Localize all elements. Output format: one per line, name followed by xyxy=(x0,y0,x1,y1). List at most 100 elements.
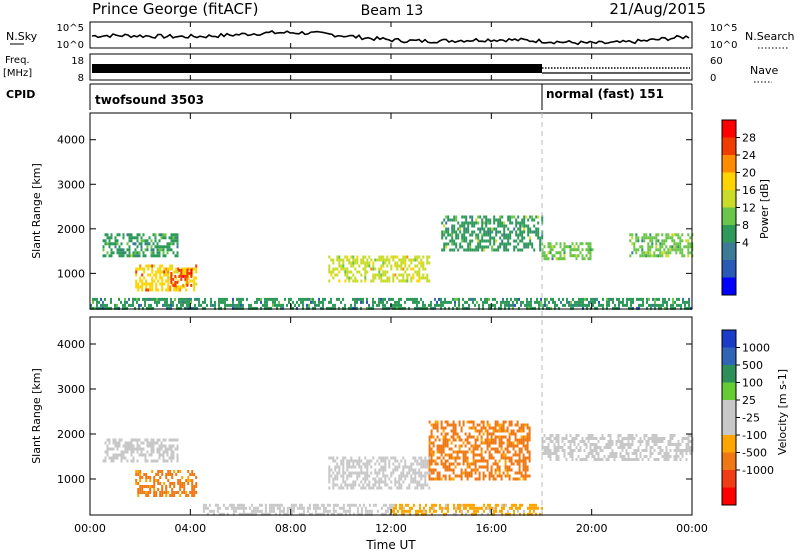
echo-cell xyxy=(631,242,634,246)
echo-cell xyxy=(408,468,411,472)
echo-cell xyxy=(485,239,488,243)
echo-cell xyxy=(135,273,138,277)
echo-cell xyxy=(398,258,401,262)
echo-cell xyxy=(482,474,485,478)
echo-cell xyxy=(366,270,369,274)
echo-cell xyxy=(110,306,112,310)
echo-cell xyxy=(584,303,586,307)
echo-cell xyxy=(445,506,447,510)
echo-cell xyxy=(116,441,119,445)
echo-cell xyxy=(593,446,596,449)
echo-cell xyxy=(106,447,109,451)
echo-cell xyxy=(444,420,447,424)
echo-cell xyxy=(526,441,529,445)
echo-cell xyxy=(622,300,624,304)
echo-cell xyxy=(404,270,407,274)
echo-cell xyxy=(578,300,580,304)
echo-cell xyxy=(475,218,478,222)
echo-cell xyxy=(108,441,111,445)
echo-cell xyxy=(210,300,212,304)
echo-cell xyxy=(352,255,355,259)
echo-cell xyxy=(336,483,339,487)
echo-cell xyxy=(312,306,314,310)
echo-cell xyxy=(426,459,429,463)
echo-cell xyxy=(394,273,397,277)
echo-cell xyxy=(521,221,524,225)
echo-cell xyxy=(400,261,403,265)
echo-cell xyxy=(474,468,477,472)
echo-cell xyxy=(498,444,501,448)
echo-cell xyxy=(346,270,349,274)
echo-cell xyxy=(641,239,644,243)
echo-cell xyxy=(503,248,506,252)
echo-cell xyxy=(632,300,634,304)
echo-cell xyxy=(169,285,172,289)
echo-cell xyxy=(149,485,152,488)
echo-cell xyxy=(254,512,257,516)
echo-cell xyxy=(568,303,570,307)
echo-cell xyxy=(655,434,658,437)
echo-cell xyxy=(523,242,526,246)
echo-cell xyxy=(536,300,538,304)
echo-cell xyxy=(489,221,492,225)
echo-cell xyxy=(513,512,515,516)
echo-cell xyxy=(546,306,548,310)
echo-cell xyxy=(522,444,525,448)
echo-cell xyxy=(551,245,554,249)
echo-cell xyxy=(481,239,484,243)
echo-cell xyxy=(484,297,486,301)
echo-cell xyxy=(159,273,162,277)
echo-cell xyxy=(396,300,398,304)
echo-cell xyxy=(509,218,512,222)
echo-cell xyxy=(118,438,121,442)
echo-cell xyxy=(342,297,344,301)
echo-cell xyxy=(146,248,149,252)
echo-cell xyxy=(352,486,355,490)
echo-cell xyxy=(346,509,349,513)
echo-cell xyxy=(447,230,450,234)
echo-cell xyxy=(260,300,262,304)
echo-cell xyxy=(382,303,384,307)
echo-cell xyxy=(139,267,142,271)
echo-cell xyxy=(156,303,158,307)
echo-cell xyxy=(128,303,130,307)
echo-cell xyxy=(591,248,594,252)
echo-cell xyxy=(525,215,528,219)
echo-cell xyxy=(346,483,349,487)
echo-cell xyxy=(416,273,419,277)
echo-cell xyxy=(401,512,403,516)
echo-cell xyxy=(118,453,121,457)
echo-cell xyxy=(591,455,594,458)
echo-cell xyxy=(452,435,455,439)
echo-cell xyxy=(486,468,489,472)
echo-cell xyxy=(380,477,383,481)
echo-cell xyxy=(605,458,608,461)
echo-cell xyxy=(537,221,540,225)
echo-cell xyxy=(386,306,388,310)
echo-cell xyxy=(571,455,574,458)
echo-cell xyxy=(688,303,690,307)
echo-cell xyxy=(190,268,193,272)
echo-cell xyxy=(502,471,505,475)
echo-cell xyxy=(193,285,196,289)
echo-cell xyxy=(400,279,403,283)
echo-cell xyxy=(549,248,552,252)
echo-cell xyxy=(302,300,304,304)
echo-cell xyxy=(495,506,497,510)
echo-cell xyxy=(573,443,576,446)
echo-cell xyxy=(150,453,153,457)
echo-cell xyxy=(188,306,190,310)
echo-cell xyxy=(220,300,222,304)
echo-cell xyxy=(510,297,512,301)
echo-cell xyxy=(520,435,523,439)
echo-cell xyxy=(458,462,461,466)
echo-cell xyxy=(130,450,133,454)
echo-cell xyxy=(320,306,322,310)
echo-cell xyxy=(193,494,196,497)
echo-cell xyxy=(412,297,414,301)
echo-cell xyxy=(487,503,489,507)
echo-cell xyxy=(629,239,632,243)
echo-cell xyxy=(118,297,120,301)
echo-cell xyxy=(360,486,363,490)
echo-cell xyxy=(487,221,490,225)
